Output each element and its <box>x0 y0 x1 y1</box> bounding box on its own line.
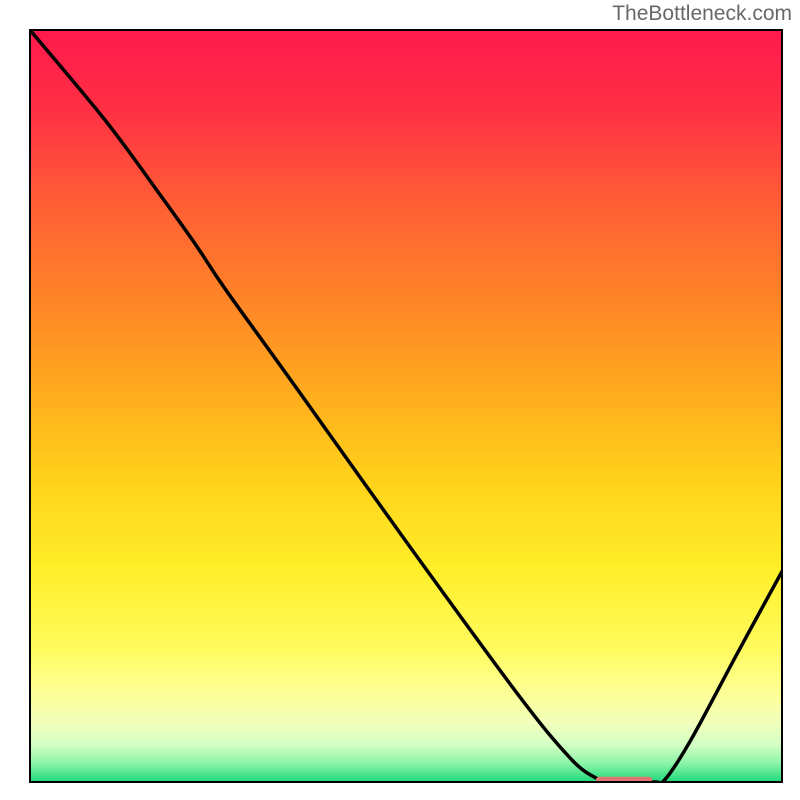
watermark-text: TheBottleneck.com <box>612 2 792 26</box>
chart-container: TheBottleneck.com <box>0 0 800 800</box>
gradient-line-chart <box>0 0 800 800</box>
plot-background <box>30 30 782 782</box>
